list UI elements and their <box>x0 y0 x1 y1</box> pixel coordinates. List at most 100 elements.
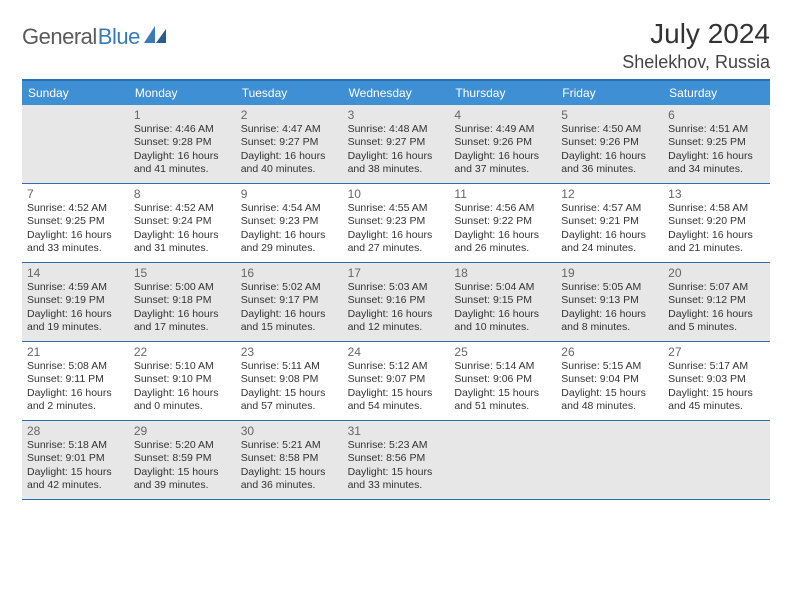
day-cell <box>449 421 556 499</box>
daylight-text: Daylight: 16 hours and 21 minutes. <box>668 229 765 256</box>
weekday-header: Monday <box>129 81 236 105</box>
sunset-text: Sunset: 9:19 PM <box>27 294 124 307</box>
sunrise-text: Sunrise: 4:49 AM <box>454 123 551 136</box>
sunset-text: Sunset: 9:24 PM <box>134 215 231 228</box>
day-number: 20 <box>668 266 765 280</box>
sunset-text: Sunset: 9:18 PM <box>134 294 231 307</box>
sunrise-text: Sunrise: 5:15 AM <box>561 360 658 373</box>
day-number: 19 <box>561 266 658 280</box>
sunrise-text: Sunrise: 4:48 AM <box>348 123 445 136</box>
day-info: Sunrise: 4:46 AMSunset: 9:28 PMDaylight:… <box>134 123 231 177</box>
day-cell: 17Sunrise: 5:03 AMSunset: 9:16 PMDayligh… <box>343 263 450 341</box>
sunrise-text: Sunrise: 4:58 AM <box>668 202 765 215</box>
sunrise-text: Sunrise: 5:05 AM <box>561 281 658 294</box>
sunset-text: Sunset: 9:21 PM <box>561 215 658 228</box>
sunset-text: Sunset: 9:28 PM <box>134 136 231 149</box>
daylight-text: Daylight: 16 hours and 24 minutes. <box>561 229 658 256</box>
day-cell: 24Sunrise: 5:12 AMSunset: 9:07 PMDayligh… <box>343 342 450 420</box>
weeks-container: 1Sunrise: 4:46 AMSunset: 9:28 PMDaylight… <box>22 105 770 500</box>
sunset-text: Sunset: 9:03 PM <box>668 373 765 386</box>
daylight-text: Daylight: 16 hours and 37 minutes. <box>454 150 551 177</box>
sunset-text: Sunset: 9:15 PM <box>454 294 551 307</box>
sunrise-text: Sunrise: 5:10 AM <box>134 360 231 373</box>
daylight-text: Daylight: 16 hours and 31 minutes. <box>134 229 231 256</box>
day-number: 7 <box>27 187 124 201</box>
day-cell: 18Sunrise: 5:04 AMSunset: 9:15 PMDayligh… <box>449 263 556 341</box>
day-cell: 9Sunrise: 4:54 AMSunset: 9:23 PMDaylight… <box>236 184 343 262</box>
sunset-text: Sunset: 9:20 PM <box>668 215 765 228</box>
weekday-header: Friday <box>556 81 663 105</box>
sunset-text: Sunset: 8:59 PM <box>134 452 231 465</box>
daylight-text: Daylight: 16 hours and 12 minutes. <box>348 308 445 335</box>
sunrise-text: Sunrise: 5:03 AM <box>348 281 445 294</box>
sunrise-text: Sunrise: 5:20 AM <box>134 439 231 452</box>
day-cell: 13Sunrise: 4:58 AMSunset: 9:20 PMDayligh… <box>663 184 770 262</box>
day-number: 30 <box>241 424 338 438</box>
sunset-text: Sunset: 9:23 PM <box>241 215 338 228</box>
day-cell: 21Sunrise: 5:08 AMSunset: 9:11 PMDayligh… <box>22 342 129 420</box>
day-number: 24 <box>348 345 445 359</box>
sunset-text: Sunset: 9:26 PM <box>561 136 658 149</box>
daylight-text: Daylight: 15 hours and 33 minutes. <box>348 466 445 493</box>
sunrise-text: Sunrise: 5:11 AM <box>241 360 338 373</box>
daylight-text: Daylight: 16 hours and 5 minutes. <box>668 308 765 335</box>
day-info: Sunrise: 5:17 AMSunset: 9:03 PMDaylight:… <box>668 360 765 414</box>
daylight-text: Daylight: 16 hours and 40 minutes. <box>241 150 338 177</box>
daylight-text: Daylight: 16 hours and 27 minutes. <box>348 229 445 256</box>
sunrise-text: Sunrise: 5:14 AM <box>454 360 551 373</box>
day-info: Sunrise: 4:48 AMSunset: 9:27 PMDaylight:… <box>348 123 445 177</box>
sunrise-text: Sunrise: 5:21 AM <box>241 439 338 452</box>
day-number: 12 <box>561 187 658 201</box>
day-number: 18 <box>454 266 551 280</box>
day-info: Sunrise: 4:55 AMSunset: 9:23 PMDaylight:… <box>348 202 445 256</box>
day-number: 9 <box>241 187 338 201</box>
day-cell <box>22 105 129 183</box>
daylight-text: Daylight: 16 hours and 15 minutes. <box>241 308 338 335</box>
day-info: Sunrise: 4:49 AMSunset: 9:26 PMDaylight:… <box>454 123 551 177</box>
sunset-text: Sunset: 9:27 PM <box>241 136 338 149</box>
sunrise-text: Sunrise: 4:55 AM <box>348 202 445 215</box>
day-info: Sunrise: 5:20 AMSunset: 8:59 PMDaylight:… <box>134 439 231 493</box>
logo: GeneralBlue <box>22 18 166 50</box>
daylight-text: Daylight: 16 hours and 2 minutes. <box>27 387 124 414</box>
sunrise-text: Sunrise: 4:59 AM <box>27 281 124 294</box>
day-info: Sunrise: 4:59 AMSunset: 9:19 PMDaylight:… <box>27 281 124 335</box>
day-info: Sunrise: 5:21 AMSunset: 8:58 PMDaylight:… <box>241 439 338 493</box>
week-row: 7Sunrise: 4:52 AMSunset: 9:25 PMDaylight… <box>22 184 770 263</box>
sunrise-text: Sunrise: 5:18 AM <box>27 439 124 452</box>
daylight-text: Daylight: 15 hours and 48 minutes. <box>561 387 658 414</box>
logo-text-1: General <box>22 24 97 50</box>
daylight-text: Daylight: 16 hours and 26 minutes. <box>454 229 551 256</box>
sunrise-text: Sunrise: 4:52 AM <box>27 202 124 215</box>
sunrise-text: Sunrise: 4:52 AM <box>134 202 231 215</box>
weekday-header: Tuesday <box>236 81 343 105</box>
sunrise-text: Sunrise: 5:00 AM <box>134 281 231 294</box>
sunrise-text: Sunrise: 5:17 AM <box>668 360 765 373</box>
sunset-text: Sunset: 9:10 PM <box>134 373 231 386</box>
day-info: Sunrise: 4:51 AMSunset: 9:25 PMDaylight:… <box>668 123 765 177</box>
daylight-text: Daylight: 16 hours and 29 minutes. <box>241 229 338 256</box>
day-number: 2 <box>241 108 338 122</box>
day-number: 25 <box>454 345 551 359</box>
day-number: 27 <box>668 345 765 359</box>
day-info: Sunrise: 4:50 AMSunset: 9:26 PMDaylight:… <box>561 123 658 177</box>
day-number: 26 <box>561 345 658 359</box>
day-info: Sunrise: 5:03 AMSunset: 9:16 PMDaylight:… <box>348 281 445 335</box>
day-number: 5 <box>561 108 658 122</box>
daylight-text: Daylight: 16 hours and 33 minutes. <box>27 229 124 256</box>
day-info: Sunrise: 5:07 AMSunset: 9:12 PMDaylight:… <box>668 281 765 335</box>
logo-text-2: Blue <box>98 24 140 50</box>
day-number: 4 <box>454 108 551 122</box>
day-info: Sunrise: 5:11 AMSunset: 9:08 PMDaylight:… <box>241 360 338 414</box>
sunrise-text: Sunrise: 4:50 AM <box>561 123 658 136</box>
day-number: 10 <box>348 187 445 201</box>
day-number: 3 <box>348 108 445 122</box>
day-number: 13 <box>668 187 765 201</box>
day-number: 23 <box>241 345 338 359</box>
day-cell: 15Sunrise: 5:00 AMSunset: 9:18 PMDayligh… <box>129 263 236 341</box>
day-info: Sunrise: 4:57 AMSunset: 9:21 PMDaylight:… <box>561 202 658 256</box>
day-number: 16 <box>241 266 338 280</box>
weekday-header: Saturday <box>663 81 770 105</box>
day-info: Sunrise: 4:52 AMSunset: 9:25 PMDaylight:… <box>27 202 124 256</box>
day-number: 14 <box>27 266 124 280</box>
